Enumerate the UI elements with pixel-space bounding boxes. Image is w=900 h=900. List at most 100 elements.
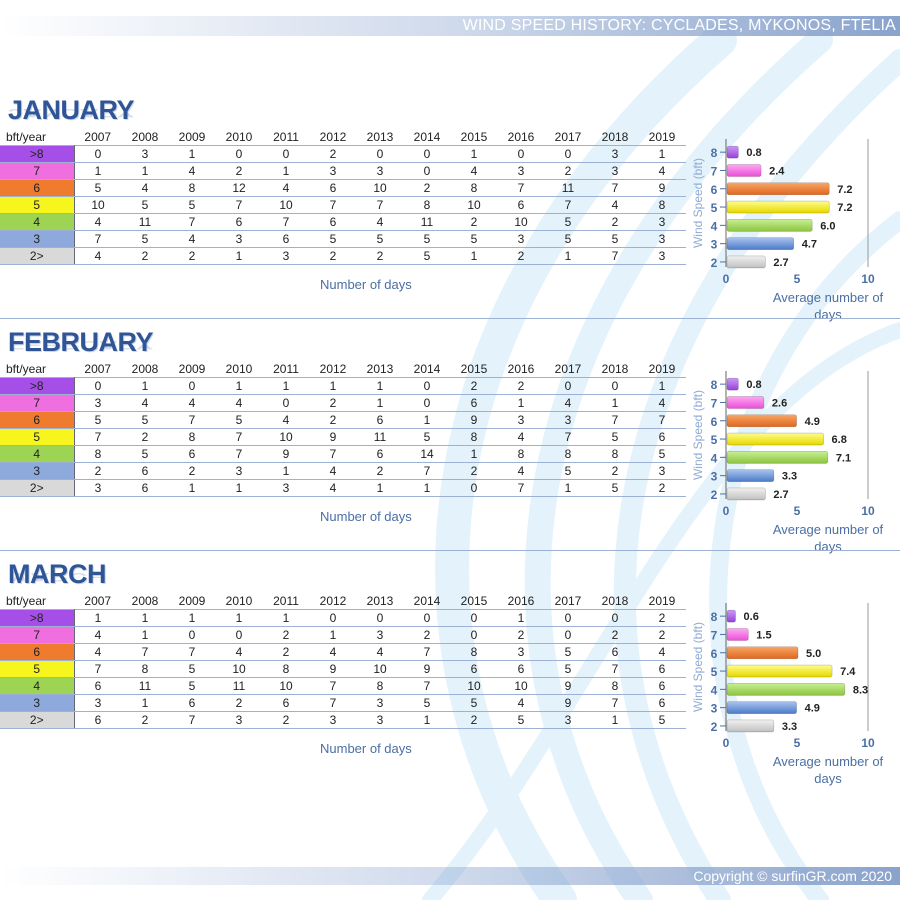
table-cell: 3 [74, 479, 122, 497]
table-cell: 4 [74, 626, 122, 644]
y-tick-label: 8 [711, 610, 718, 624]
table-cell: 1 [262, 377, 310, 395]
year-header: 2012 [319, 362, 347, 376]
january-section: JANUARY JANUARY bft/year 2007 2008 2009 2010 20… [0, 95, 900, 327]
table-cell: 2 [544, 162, 592, 180]
table-cell: 2 [591, 462, 639, 480]
table-cell: 0 [450, 609, 498, 627]
table-cell: 1 [74, 162, 122, 180]
bar [726, 219, 813, 232]
bft-label-cell: 5 [0, 428, 75, 446]
year-header: 2007 [84, 130, 112, 144]
table-cell: 1 [497, 394, 545, 412]
footer-bar [0, 867, 900, 885]
table-row: 4 8 5 6 7 9 7 6 14 1 8 8 8 5 [0, 445, 686, 463]
table-cell: 1 [356, 479, 404, 497]
table-cell: 0 [591, 609, 639, 627]
bar [726, 377, 739, 391]
bar [726, 451, 829, 464]
avg-days-bar-chart: 8 0.8 7 2.4 6 7.2 5 7.2 4 6.0 3 4.7 2 2.7 Wind Speed (… [691, 139, 884, 322]
bft-label-cell: 3 [0, 230, 75, 248]
bft-label-cell: >8 [0, 145, 75, 163]
wind-days-table: bft/year 2007 2008 2009 2010 2011 2012 2013 2014… [0, 129, 686, 265]
bar [726, 432, 824, 446]
bar [726, 145, 739, 159]
month-title-reflection: MARCH [8, 570, 106, 585]
table-cell: 2 [356, 247, 404, 265]
wind-days-table: bft/year 2007 2008 2009 2010 2011 2012 2013 2014… [0, 593, 686, 729]
bar [726, 487, 766, 501]
table-xlabel: Number of days [320, 741, 412, 756]
bft-label-cell: 6 [0, 411, 75, 429]
table-cell: 7 [168, 411, 216, 429]
table-cell: 4 [638, 643, 686, 661]
bar-value-label: 4.7 [802, 239, 817, 251]
table-cell: 6 [74, 677, 122, 695]
x-tick-label: 0 [723, 504, 730, 518]
bar-value-label: 7.2 [837, 202, 852, 214]
table-cell: 4 [544, 394, 592, 412]
bar-value-label: 8.3 [853, 684, 868, 696]
year-header: 2007 [84, 594, 112, 608]
table-cell: 3 [356, 694, 404, 712]
table-cell: 3 [497, 411, 545, 429]
x-tick-label: 10 [861, 736, 875, 750]
bar-value-label: 3.3 [782, 471, 797, 483]
table-cell: 6 [74, 711, 122, 729]
table-cell: 2 [638, 479, 686, 497]
table-cell: 10 [450, 677, 498, 695]
table-cell: 3 [356, 162, 404, 180]
bar [726, 719, 775, 733]
table-row: 6 5 4 8 12 4 6 10 2 8 7 11 7 9 [0, 179, 686, 197]
y-tick-label: 2 [711, 720, 718, 734]
table-cell: 10 [356, 179, 404, 197]
table-row: 5 7 8 5 10 8 9 10 9 6 6 5 7 6 [0, 660, 686, 678]
x-tick-label: 5 [794, 736, 801, 750]
table-cell: 1 [544, 247, 592, 265]
table-cell: 2 [638, 609, 686, 627]
table-cell: 1 [215, 479, 263, 497]
table-cell: 4 [497, 694, 545, 712]
y-axis-title: Wind Speed (bft) [691, 158, 705, 248]
table-cell: 5 [638, 711, 686, 729]
bar [726, 628, 749, 641]
table-cell: 0 [215, 145, 263, 163]
table-cell: 1 [450, 247, 498, 265]
table-cell: 5 [403, 247, 451, 265]
y-tick-label: 5 [711, 433, 718, 447]
table-cell: 3 [309, 162, 357, 180]
year-header: 2007 [84, 362, 112, 376]
table-cell: 6 [309, 213, 357, 231]
table-cell: 4 [215, 643, 263, 661]
table-cell: 1 [309, 377, 357, 395]
table-cell: 8 [450, 643, 498, 661]
table-cell: 2 [450, 462, 498, 480]
table-cell: 12 [215, 179, 263, 197]
bar [726, 200, 830, 214]
table-cell: 7 [403, 462, 451, 480]
bar-value-label: 0.8 [746, 379, 761, 391]
table-cell: 5 [591, 230, 639, 248]
table-cell: 2 [450, 213, 498, 231]
table-cell: 2 [497, 247, 545, 265]
table-cell: 2 [215, 694, 263, 712]
year-header: 2017 [554, 594, 582, 608]
table-cell: 7 [121, 643, 169, 661]
bar [726, 396, 765, 409]
year-header: 2013 [366, 130, 394, 144]
table-cell: 2 [497, 626, 545, 644]
table-cell: 3 [215, 462, 263, 480]
table-cell: 0 [591, 377, 639, 395]
table-cell: 1 [356, 394, 404, 412]
table-cell: 8 [168, 179, 216, 197]
table-cell: 2 [403, 626, 451, 644]
table-cell: 1 [638, 145, 686, 163]
table-cell: 7 [74, 660, 122, 678]
table-cell: 5 [168, 196, 216, 214]
year-header: 2019 [648, 594, 676, 608]
month-title-reflection: FEBRUARY [8, 338, 154, 353]
y-tick-label: 6 [711, 647, 718, 661]
table-cell: 7 [74, 230, 122, 248]
